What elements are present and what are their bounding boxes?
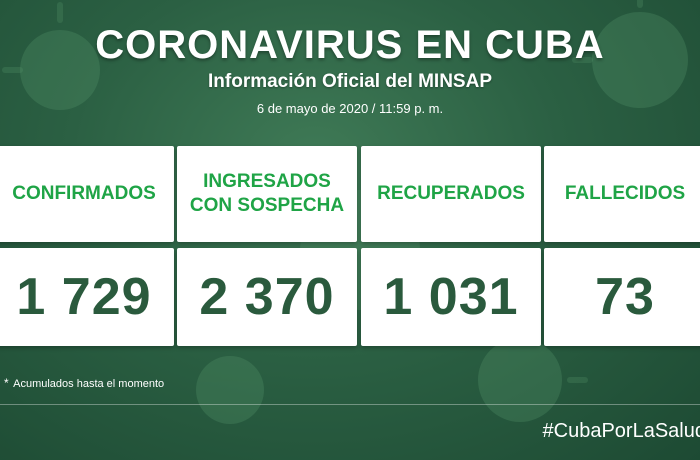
card-value-box: 2 370 (177, 248, 357, 346)
card-value-box: 1 031 (361, 248, 541, 346)
card-value: 1 031 (383, 268, 519, 326)
footnote: * Acumulados hasta el momento (4, 376, 164, 390)
card-label: INGRESADOS CON SOSPECHA (189, 171, 345, 216)
header: CORONAVIRUS EN CUBA Información Oficial … (0, 22, 700, 118)
card-label: FALLECIDOS (564, 183, 686, 204)
card-confirmados: CONFIRMADOS 1 729 * (0, 146, 174, 346)
page-subtitle: Información Oficial del MINSAP (208, 71, 492, 92)
card-label: RECUPERADOS (377, 183, 525, 204)
card-asterisk: * (144, 246, 152, 268)
card-label: CONFIRMADOS (12, 183, 156, 204)
card-label-box: CONFIRMADOS (0, 146, 174, 242)
card-value-box: 73 (544, 248, 700, 346)
card-label-box: INGRESADOS CON SOSPECHA (177, 146, 357, 242)
card-label-box: RECUPERADOS (361, 146, 541, 242)
card-value-box: 1 729 (0, 248, 174, 346)
card-asterisk: * (662, 246, 670, 268)
card-value: 2 370 (199, 268, 335, 326)
page-title: CORONAVIRUS EN CUBA (95, 23, 605, 67)
card-ingresados: INGRESADOS CON SOSPECHA 2 370 (177, 146, 357, 346)
report-date: 6 de mayo de 2020 / 11:59 p. m. (256, 101, 444, 116)
card-recuperados: RECUPERADOS 1 031 * (361, 146, 541, 346)
card-value: 73 (595, 268, 655, 326)
footnote-asterisk: * (4, 376, 9, 390)
card-label-box: FALLECIDOS (544, 146, 700, 242)
footnote-text: Acumulados hasta el momento (13, 378, 165, 390)
divider (0, 404, 700, 405)
card-fallecidos: FALLECIDOS 73 * (544, 146, 700, 346)
card-asterisk: * (499, 246, 507, 268)
card-value: 1 729 (16, 268, 152, 326)
hashtag: #CubaPorLaSalud (542, 420, 700, 442)
